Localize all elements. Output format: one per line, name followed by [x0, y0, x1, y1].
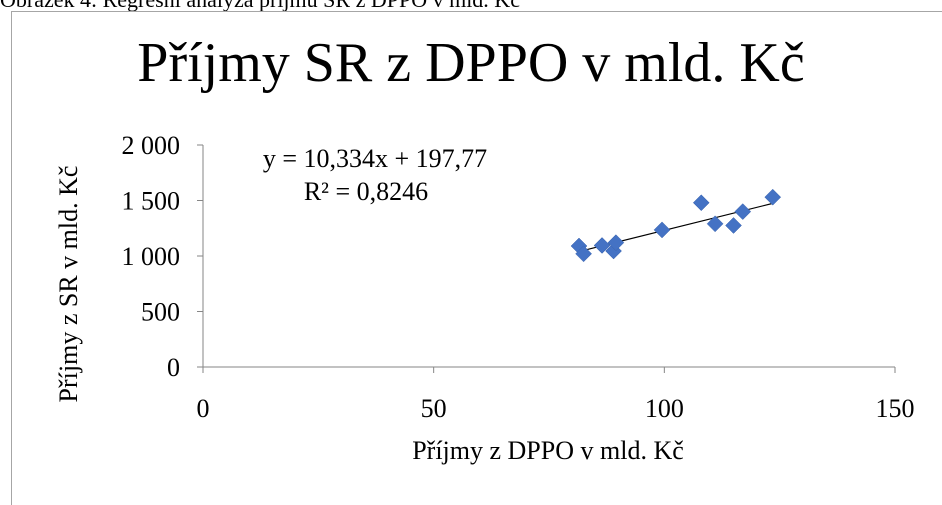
data-point — [692, 194, 710, 212]
data-point — [575, 245, 592, 263]
data-point — [706, 215, 724, 233]
figure-caption: Obrázek 4: Regresní analýza příjmů SR z … — [0, 0, 520, 12]
axes — [197, 144, 896, 373]
x-tick-label: 100 — [645, 394, 684, 423]
y-tick-label: 0 — [167, 353, 180, 382]
data-point — [607, 234, 625, 252]
x-axis-label: Příjmy z DPPO v mld. Kč — [412, 436, 684, 465]
x-tick-label: 150 — [876, 394, 915, 423]
x-tick-label: 50 — [421, 394, 447, 423]
data-point — [764, 188, 782, 206]
data-point — [725, 217, 742, 234]
chart-title: Příjmy SR z DPPO v mld. Kč — [137, 32, 805, 94]
data-points — [570, 188, 782, 263]
data-point — [653, 221, 671, 239]
chart-frame — [11, 11, 942, 505]
y-tick-label: 500 — [141, 298, 180, 327]
tick-labels: 0 500 1 000 1 500 2 000 0 50 100 150 — [122, 131, 915, 423]
r-squared-label: R² = 0,8246 — [304, 177, 428, 206]
data-point — [593, 237, 611, 254]
data-point — [734, 203, 752, 220]
y-tick-label: 1 000 — [122, 242, 181, 271]
y-axis-label: Příjmy z SR v mld. Kč — [54, 166, 83, 403]
y-tick-label: 2 000 — [122, 131, 181, 160]
x-tick-label: 0 — [197, 394, 210, 423]
trendline-equation: y = 10,334x + 197,77 — [263, 144, 487, 173]
y-tick-label: 1 500 — [122, 187, 181, 216]
